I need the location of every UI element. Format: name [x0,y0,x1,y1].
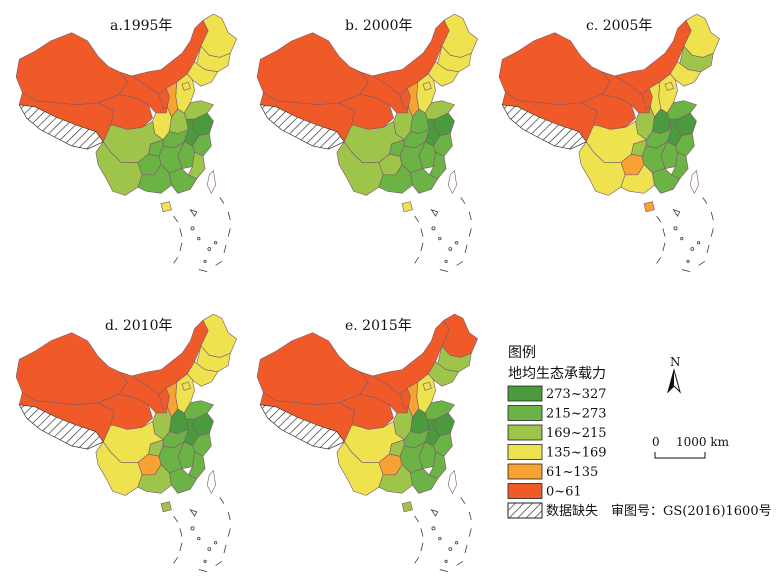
north-label: N [670,355,681,369]
region-hainan [401,201,413,213]
map-panels: a.1995年 b. 2000年 c. 2005年 d. 2010年 e. 2015年 [15,13,720,573]
region-heilongjiang [441,13,478,58]
legend-swatch [507,405,543,421]
legend-swatch [507,385,543,402]
map-panel: d. 2010年 [15,313,237,573]
region-heilongjiang [441,313,478,358]
region-taiwan [206,170,216,195]
region-taiwan [206,470,216,495]
legend-subtitle: 地均生态承载力 [508,366,606,382]
china-map [256,13,478,273]
region-xinjiang [15,32,128,106]
map-panel: e. 2015年 [256,313,478,573]
region-heilongjiang [200,313,237,358]
legend-label: 0~61 [546,485,582,500]
panel-title: a.1995年 [110,18,172,34]
map-panel: a.1995年 [15,13,237,273]
region-hainan [160,201,172,213]
panel-title: d. 2010年 [105,318,173,334]
map-panel: b. 2000年 [256,13,478,273]
missing-data-area [501,104,587,150]
region-guangdong [410,168,439,194]
missing-data-area [18,104,104,150]
region-beijing [422,81,432,91]
missing-data-area [18,404,104,450]
region-beijing [422,381,432,391]
region-taiwan [689,170,699,195]
legend-swatch [507,444,543,460]
south-china-sea-islands [173,197,231,273]
panel-title: e. 2015年 [345,318,412,334]
region-beijing [181,81,191,91]
region-heilongjiang [683,13,720,58]
north-arrow: N [667,355,681,394]
panel-title: c. 2005年 [586,18,652,34]
legend-label: 61~135 [546,465,598,480]
region-xinjiang [498,32,611,106]
scale-zero: 0 [652,435,660,449]
region-xinjiang [15,332,128,406]
map-panel: c. 2005年 [498,13,720,273]
region-beijing [181,381,191,391]
china-map [256,313,478,573]
region-hainan [401,501,413,513]
legend-title: 图例 [508,345,536,361]
legend-swatch [507,424,543,441]
legend-missing-swatch [507,502,543,519]
region-hainan [643,201,655,213]
scale-bar: 0 1000 km [652,435,730,459]
china-map [15,13,237,273]
legend: 图例 地均生态承载力 273~327 215~273 169~215 135~169 6… [507,345,607,519]
region-taiwan [447,470,457,495]
legend-label: 273~327 [546,387,607,402]
legend-missing-label: 数据缺失 [546,504,598,519]
region-guangdong [410,468,439,494]
south-china-sea-islands [656,197,714,273]
china-map [15,313,237,573]
missing-data-area [259,404,345,450]
region-yunnan [95,141,143,196]
region-taiwan [447,170,457,195]
region-beijing [664,81,674,91]
region-xinjiang [256,332,369,406]
region-yunnan [336,441,384,496]
region-guangdong [652,168,681,194]
region-heilongjiang [200,13,237,58]
region-guangdong [169,168,198,194]
legend-label: 215~273 [546,407,607,422]
south-china-sea-islands [173,497,231,573]
legend-label: 135~169 [546,446,607,461]
approval-number: 审图号：GS(2016)1600号 [611,504,772,519]
legend-swatch [507,463,543,480]
region-hainan [160,501,172,513]
panel-title: b. 2000年 [345,18,413,34]
south-china-sea-islands [414,197,472,273]
legend-swatch [507,483,543,499]
region-yunnan [336,141,384,196]
region-yunnan [95,441,143,496]
region-yunnan [578,141,626,196]
south-china-sea-islands [414,497,472,573]
missing-data-area [259,104,345,150]
region-xinjiang [256,32,369,106]
region-guangdong [169,468,198,494]
legend-label: 169~215 [546,426,607,441]
scale-label: 1000 km [676,435,730,449]
china-map [498,13,720,273]
